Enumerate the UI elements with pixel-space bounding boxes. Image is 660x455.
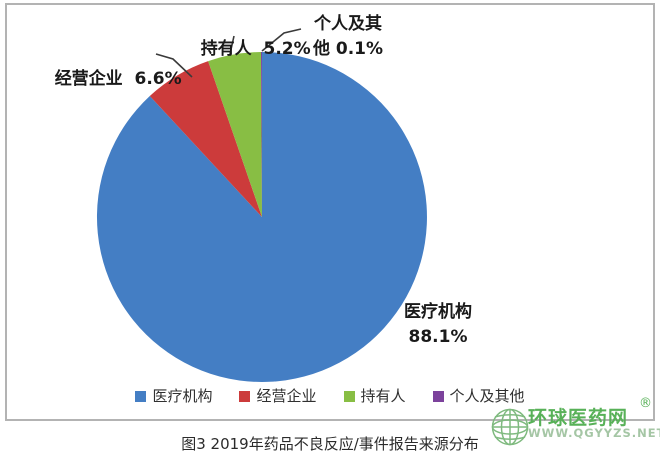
watermark-url: WWW.QGYYZS.NET	[528, 426, 660, 440]
watermark: 环球医药网 ® WWW.QGYYZS.NET	[489, 395, 660, 453]
pie-slice-2[interactable]	[208, 52, 262, 217]
legend-label-medical: 医疗机构	[152, 387, 213, 405]
callout-business: 经营企业 6.6%	[31, 42, 182, 117]
pie-slices	[96, 51, 427, 382]
watermark-site-name: 环球医药网	[528, 407, 629, 429]
callout-holder: 持有人 5.2%	[177, 12, 311, 87]
callout-individual: 个人及其 他 0.1%	[302, 12, 394, 62]
figure-caption: 图3 2019年药品不良反应/事件报告来源分布	[181, 435, 479, 453]
legend-item-business[interactable]: 经营企业	[239, 387, 317, 405]
registered-trademark-icon: ®	[639, 396, 652, 411]
legend: 医疗机构 经营企业 持有人 个人及其他	[0, 389, 660, 404]
legend-swatch-individual	[432, 391, 444, 402]
legend-label-individual: 个人及其他	[449, 387, 525, 405]
leader-line-holder	[229, 35, 235, 55]
callout-medical-line1: 医疗机构	[404, 302, 472, 322]
legend-label-business: 经营企业	[256, 387, 317, 405]
leader-line-individual	[261, 28, 302, 52]
callout-individual-line2: 他 0.1%	[312, 39, 384, 59]
pie-slice-0[interactable]	[96, 52, 427, 382]
callout-medical-line2: 88.1%	[408, 327, 468, 347]
callout-individual-line1: 个人及其	[314, 14, 382, 34]
pie-slice-1[interactable]	[149, 61, 262, 217]
globe-icon	[491, 408, 529, 446]
legend-swatch-holder	[343, 391, 355, 402]
legend-item-holder[interactable]: 持有人	[343, 387, 406, 405]
legend-swatch-medical	[135, 391, 147, 402]
callout-business-label: 经营企业 6.6%	[54, 69, 182, 89]
legend-label-holder: 持有人	[360, 387, 406, 405]
callout-holder-label: 持有人 5.2%	[200, 39, 311, 59]
legend-item-medical[interactable]: 医疗机构	[135, 389, 212, 404]
legend-item-individual[interactable]: 个人及其他	[432, 387, 525, 405]
pie-slice-3[interactable]	[261, 51, 262, 218]
leader-line-business	[155, 53, 193, 78]
legend-swatch-business	[239, 391, 251, 402]
callout-medical: 医疗机构 88.1%	[394, 300, 482, 350]
